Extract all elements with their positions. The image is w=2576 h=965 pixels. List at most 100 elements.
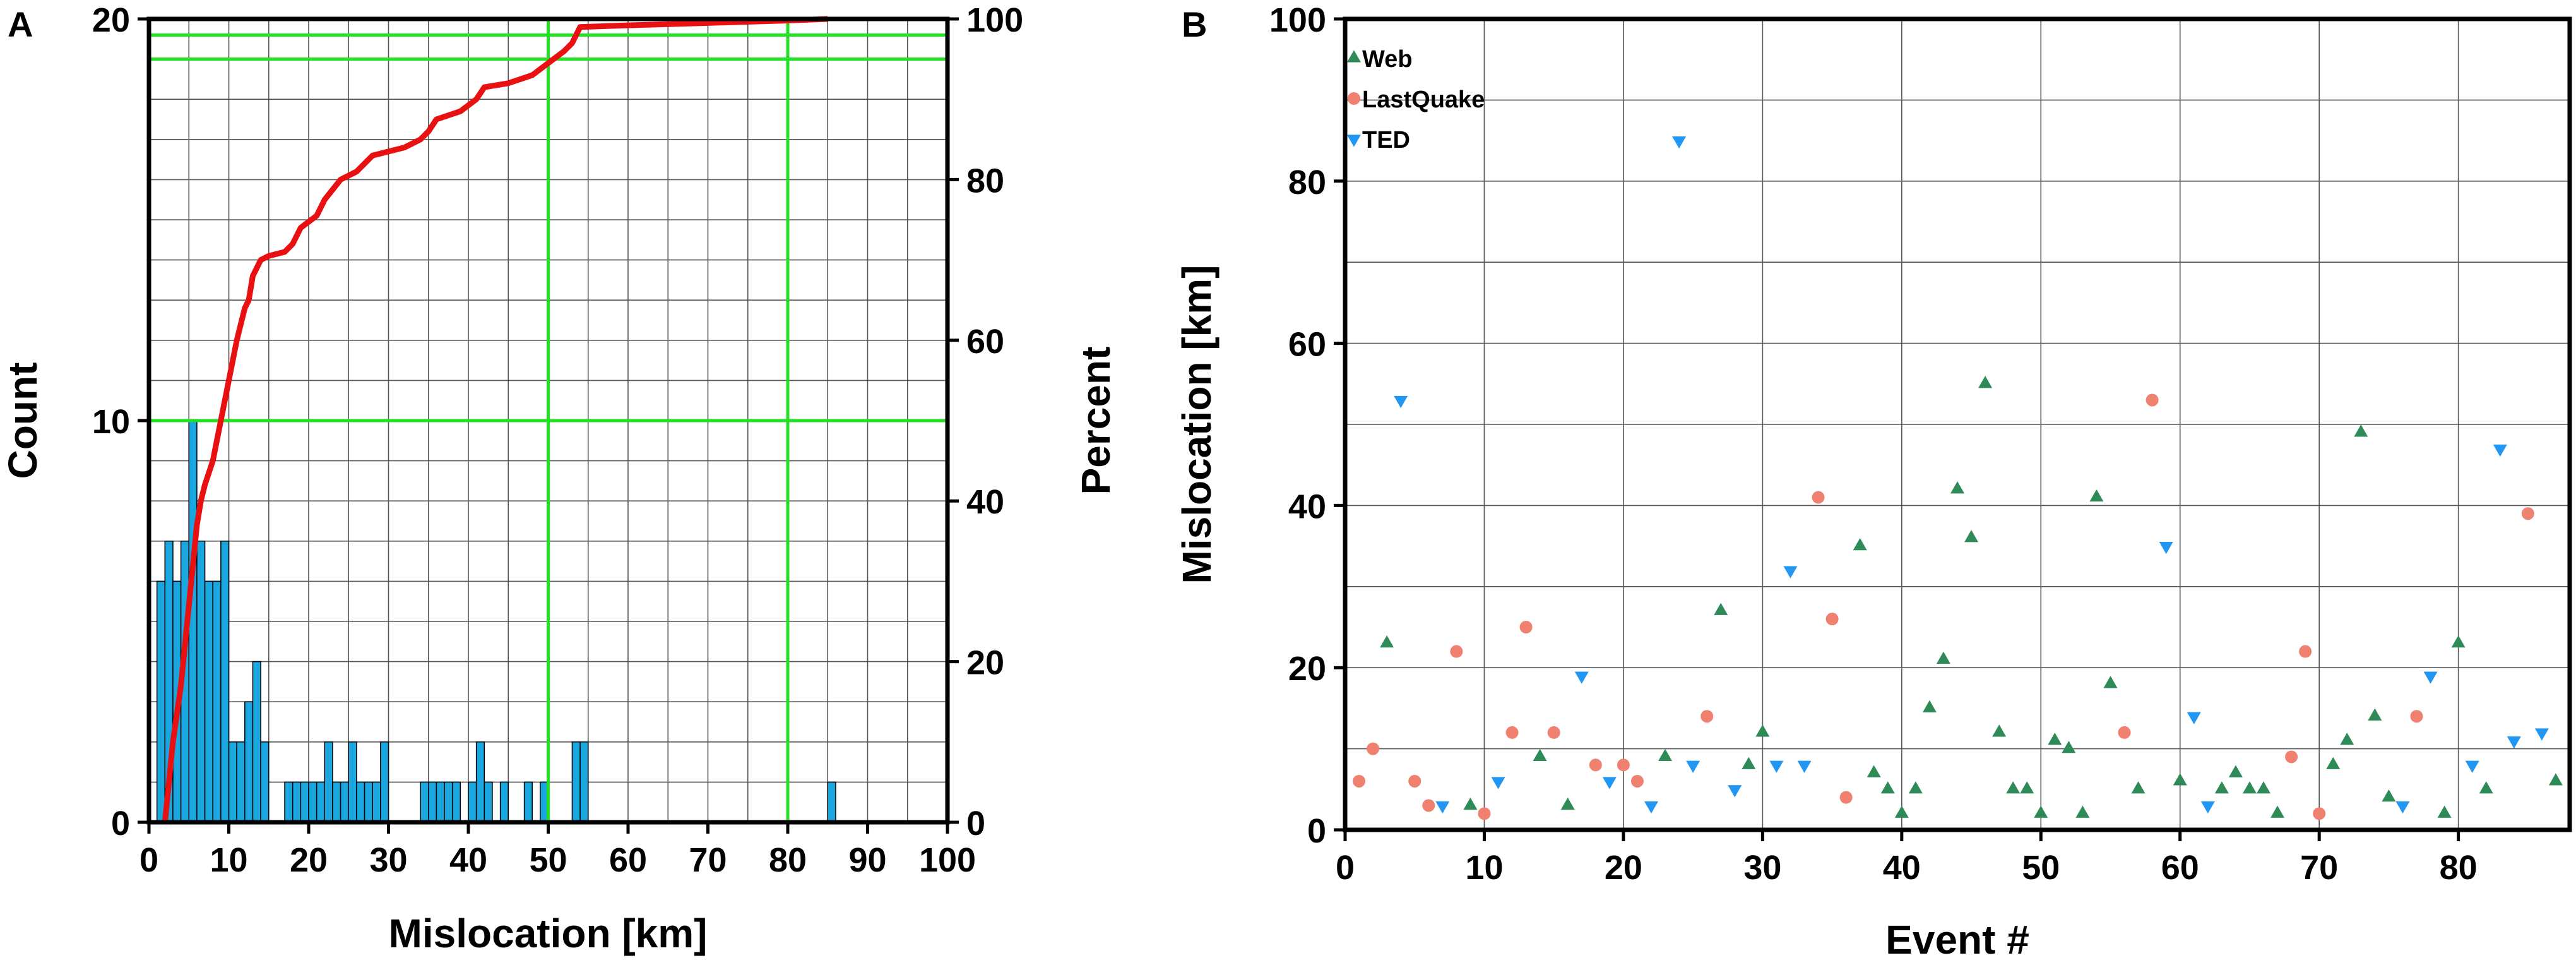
point-web	[1560, 797, 1575, 810]
point-web	[2034, 805, 2048, 818]
histogram-bar	[420, 781, 429, 823]
point-ted	[2465, 760, 2479, 773]
point-web	[1853, 537, 1867, 551]
panel-a-x-tick-label: 30	[369, 841, 407, 879]
point-ted	[1644, 801, 1658, 814]
point-web	[1880, 781, 1895, 794]
point-lastquake	[1617, 758, 1630, 772]
point-lastquake	[1547, 726, 1560, 739]
point-lastquake	[1812, 491, 1825, 504]
panel-b-y-tick-label: 20	[1288, 650, 1326, 688]
histogram-bar	[212, 580, 222, 823]
panel-a-y-right-axis-title: Percent	[1073, 347, 1119, 495]
point-lastquake	[1839, 791, 1853, 804]
histogram-bar	[236, 741, 246, 823]
panel-b-x-tick-label: 50	[2022, 849, 2060, 887]
histogram-bar	[252, 661, 261, 823]
panel-b-y-ticks: 0 20 40 60 80 100	[1269, 1, 1345, 850]
panel-a-x-tick-label: 90	[848, 841, 886, 879]
point-ted	[1435, 801, 1450, 814]
panel-a-y-left-tick-label: 10	[92, 403, 130, 441]
histogram-bar	[356, 781, 365, 823]
histogram-bar	[499, 781, 509, 823]
panel-b-y-tick-label: 100	[1269, 1, 1326, 39]
histogram-bar	[292, 781, 302, 823]
point-web	[1950, 481, 1964, 494]
point-web	[2075, 805, 2090, 818]
panel-a-x-tick-label: 0	[139, 841, 158, 879]
point-ted	[1769, 760, 1784, 773]
point-ted	[1491, 777, 1505, 789]
panel-b-x-tick-label: 0	[1336, 849, 1355, 887]
point-web	[2270, 805, 2285, 818]
point-web	[1714, 602, 1728, 615]
histogram-bar	[332, 781, 341, 823]
point-lastquake	[1825, 613, 1839, 626]
point-lastquake	[1367, 742, 1380, 755]
panel-a-y-left-tick-label: 0	[111, 805, 130, 842]
panel-b-x-ticks: 0 10 20 30 40 50 60 70 80	[1336, 830, 2478, 887]
histogram-bar	[428, 781, 437, 823]
point-web	[1992, 724, 2007, 737]
point-web	[2020, 781, 2034, 794]
panel-a-x-tick-label: 40	[449, 841, 487, 879]
point-web	[2479, 781, 2493, 794]
point-ted	[1783, 566, 1798, 578]
point-web	[2089, 489, 2104, 502]
panel-b-x-tick-label: 30	[1743, 849, 1781, 887]
panel-b-x-tick-label: 80	[2440, 849, 2478, 887]
histogram-bar	[156, 580, 166, 823]
point-web	[1964, 530, 1979, 542]
point-ted	[2493, 444, 2507, 457]
point-lastquake	[1422, 799, 1435, 812]
point-ted	[2395, 801, 2410, 814]
point-ted	[1394, 395, 1408, 409]
panel-a-y-left-axis-title: Count	[0, 363, 45, 479]
legend-marker-ted	[1347, 135, 1361, 147]
point-ted	[1797, 760, 1812, 773]
point-web	[2214, 781, 2229, 794]
histogram-bar	[475, 741, 485, 823]
point-lastquake	[2521, 507, 2534, 520]
panel-a-y-right-tick-label: 40	[966, 483, 1004, 521]
panel-a-x-tick-label: 60	[609, 841, 647, 879]
point-ted	[1672, 136, 1687, 149]
panel-b-y-axis-title: Mislocation [km]	[1174, 265, 1220, 584]
point-lastquake	[2146, 393, 2159, 407]
histogram-bar	[196, 541, 206, 823]
point-lastquake	[1589, 758, 1602, 772]
legend-marker-web	[1347, 50, 1361, 63]
point-web	[2548, 773, 2563, 786]
panel-b-x-axis-title: Event #	[1885, 917, 2029, 962]
point-lastquake	[1701, 710, 1714, 723]
histogram-bar	[484, 781, 493, 823]
point-web	[1755, 724, 1770, 737]
panel-a-x-tick-label: 70	[689, 841, 727, 879]
histogram-bar	[380, 741, 389, 823]
point-web	[2131, 781, 2146, 794]
panel-b-x-tick-label: 10	[1465, 849, 1503, 887]
histogram-bar	[300, 781, 309, 823]
point-web	[2451, 635, 2466, 648]
point-web	[2103, 676, 2118, 688]
histogram-bar	[436, 781, 445, 823]
point-web	[1533, 748, 1547, 762]
point-web	[2228, 765, 2243, 777]
histogram-bar	[284, 781, 294, 823]
panel-a-y-left-tick-label: 20	[92, 1, 130, 39]
point-ted	[1574, 671, 1589, 684]
point-web	[1908, 781, 1923, 794]
point-web	[2326, 757, 2341, 769]
point-ted	[2200, 801, 2215, 814]
point-ted	[1686, 760, 1701, 773]
panel-b-points	[1353, 136, 2563, 820]
panel-b-y-tick-label: 80	[1288, 164, 1326, 201]
panel-a-x-tick-label: 80	[769, 841, 807, 879]
point-lastquake	[2118, 726, 2131, 739]
point-web	[2382, 789, 2396, 802]
panel-a-x-tick-label: 100	[919, 841, 976, 879]
histogram-bar	[451, 781, 461, 823]
point-lastquake	[1519, 621, 1533, 633]
point-lastquake	[1478, 807, 1491, 820]
point-ted	[2423, 671, 2438, 684]
